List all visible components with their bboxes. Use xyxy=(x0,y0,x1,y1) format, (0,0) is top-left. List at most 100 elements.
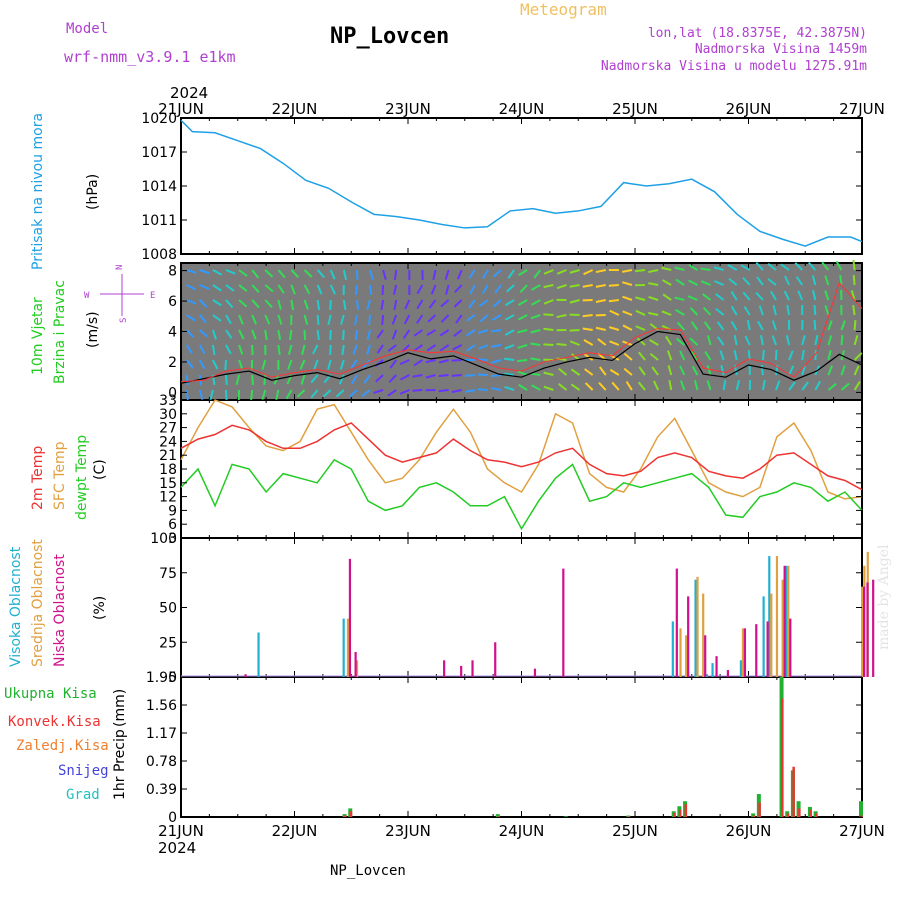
y-tick-label: 0.39 xyxy=(146,782,177,798)
wind-barb xyxy=(393,269,398,281)
y-tick-label: 1017 xyxy=(141,145,177,161)
wind-barb xyxy=(403,314,411,325)
wind-barb xyxy=(453,329,463,337)
wind-barb xyxy=(310,389,319,399)
cloud-bar-mid xyxy=(741,628,745,677)
wind-barb xyxy=(261,389,267,400)
cloud-bar-mid xyxy=(346,618,350,677)
wind-barb xyxy=(608,284,619,287)
wind-barb xyxy=(771,320,777,331)
wind-barb xyxy=(767,263,777,271)
wind-barb xyxy=(801,365,806,376)
y-tick-label: 6 xyxy=(168,294,177,310)
wind-barb xyxy=(376,344,384,354)
wind-barb xyxy=(747,349,751,361)
wind-barb xyxy=(225,299,234,309)
wind-barb xyxy=(250,389,254,401)
wind-title-1: 10m Vjetar xyxy=(30,297,46,375)
wind-barb xyxy=(783,290,790,301)
wind-barb xyxy=(438,389,449,393)
wind-barb xyxy=(186,314,196,322)
model-elevation-text: Nadmorska Visina u modelu 1275.91m xyxy=(601,59,867,74)
cloud-bar-mid xyxy=(679,628,682,677)
wind-barb xyxy=(780,263,790,271)
wind-barb xyxy=(824,290,830,301)
wind-barb xyxy=(570,368,581,376)
wind-barb xyxy=(352,344,358,355)
precip-title: 1hr Precip xyxy=(112,729,128,800)
cloud-bar-low xyxy=(766,621,769,677)
wind-barb xyxy=(288,329,293,341)
wind-barb xyxy=(426,344,437,352)
wind-barb xyxy=(412,389,423,392)
wind-barb xyxy=(275,389,280,400)
wind-barb xyxy=(504,372,515,376)
wind-unit: (m/s) xyxy=(85,311,101,348)
wind-barb xyxy=(662,279,672,286)
wind-barb xyxy=(329,344,332,356)
y-tick-label: 1008 xyxy=(141,247,177,263)
temp-unit: (C) xyxy=(92,459,108,480)
wind-barb xyxy=(531,299,541,306)
precip-bar-total xyxy=(563,816,568,817)
pressure-unit: (hPa) xyxy=(85,174,101,210)
wind-barb xyxy=(746,320,751,331)
precip-bar-convective xyxy=(758,802,761,817)
wind-barb xyxy=(767,278,777,286)
wind-barb xyxy=(531,384,541,391)
wind-barb xyxy=(852,304,856,316)
cloud-bar-low xyxy=(244,674,247,677)
y-tick-label: 4 xyxy=(168,325,177,341)
wind-barb xyxy=(350,359,358,369)
wind-barb xyxy=(609,309,620,316)
wind-barb xyxy=(543,299,554,305)
wind-barb xyxy=(504,314,515,321)
y-tick-label: 100 xyxy=(150,531,177,547)
wind-barb xyxy=(840,350,846,361)
wind-barb xyxy=(264,329,268,341)
wind-barb xyxy=(667,365,673,376)
wind-barb xyxy=(674,296,685,301)
wind-barb xyxy=(651,366,659,376)
wind-barb xyxy=(415,314,424,324)
x-tick-label-top: 27JUN xyxy=(839,100,885,118)
wind-barb xyxy=(389,359,398,369)
wind-barb xyxy=(491,314,502,321)
wind-barb xyxy=(373,389,384,394)
wind-barb xyxy=(674,266,685,271)
wind-barb xyxy=(492,269,502,278)
wind-barb xyxy=(466,314,476,322)
y-tick-label: 25 xyxy=(159,635,177,651)
wind-barb xyxy=(490,329,502,333)
wind-barb xyxy=(494,284,502,294)
wind-barb xyxy=(595,284,606,288)
wind-barb xyxy=(355,269,359,281)
wind-barb xyxy=(327,359,332,370)
wind-barb xyxy=(432,269,437,280)
y-tick-label: 1.56 xyxy=(146,698,177,714)
wind-barb xyxy=(840,320,846,331)
precip-bar-convective xyxy=(673,812,676,817)
wind-barb xyxy=(224,359,227,371)
cloud-bar-mid xyxy=(775,556,779,677)
wind-barb xyxy=(504,357,515,361)
wind-barb xyxy=(366,299,371,310)
wind-barb xyxy=(198,389,204,400)
wind-barb xyxy=(425,374,436,379)
pressure-panel-frame xyxy=(180,117,863,255)
wind-barb xyxy=(556,314,567,319)
wind-barb xyxy=(212,299,222,307)
y-tick-label: 21 xyxy=(159,448,177,464)
wind-barb xyxy=(517,314,528,321)
wind-barb xyxy=(622,310,633,316)
wind-barb xyxy=(505,299,515,307)
wind-barb xyxy=(704,351,712,361)
wind-barb xyxy=(691,365,699,376)
wind-barb xyxy=(341,344,345,356)
wind-barb xyxy=(558,367,568,376)
wind-barb xyxy=(733,335,738,346)
wind-barb xyxy=(690,321,699,331)
precip-bar-convective xyxy=(349,811,353,817)
wind-barb xyxy=(380,299,385,311)
